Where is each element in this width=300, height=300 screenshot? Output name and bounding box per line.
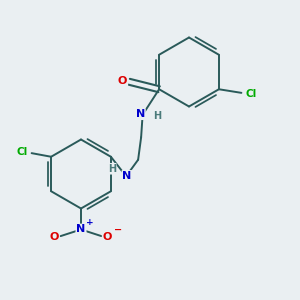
Text: N: N (76, 224, 85, 235)
Text: Cl: Cl (246, 89, 257, 99)
Text: +: + (86, 218, 94, 227)
Text: −: − (114, 224, 122, 235)
Text: H: H (153, 111, 161, 121)
Text: Cl: Cl (16, 147, 27, 157)
Text: O: O (49, 232, 59, 242)
Text: O: O (118, 76, 127, 86)
Text: H: H (108, 164, 116, 174)
Text: N: N (122, 171, 132, 181)
Text: N: N (136, 109, 145, 119)
Text: O: O (103, 232, 112, 242)
